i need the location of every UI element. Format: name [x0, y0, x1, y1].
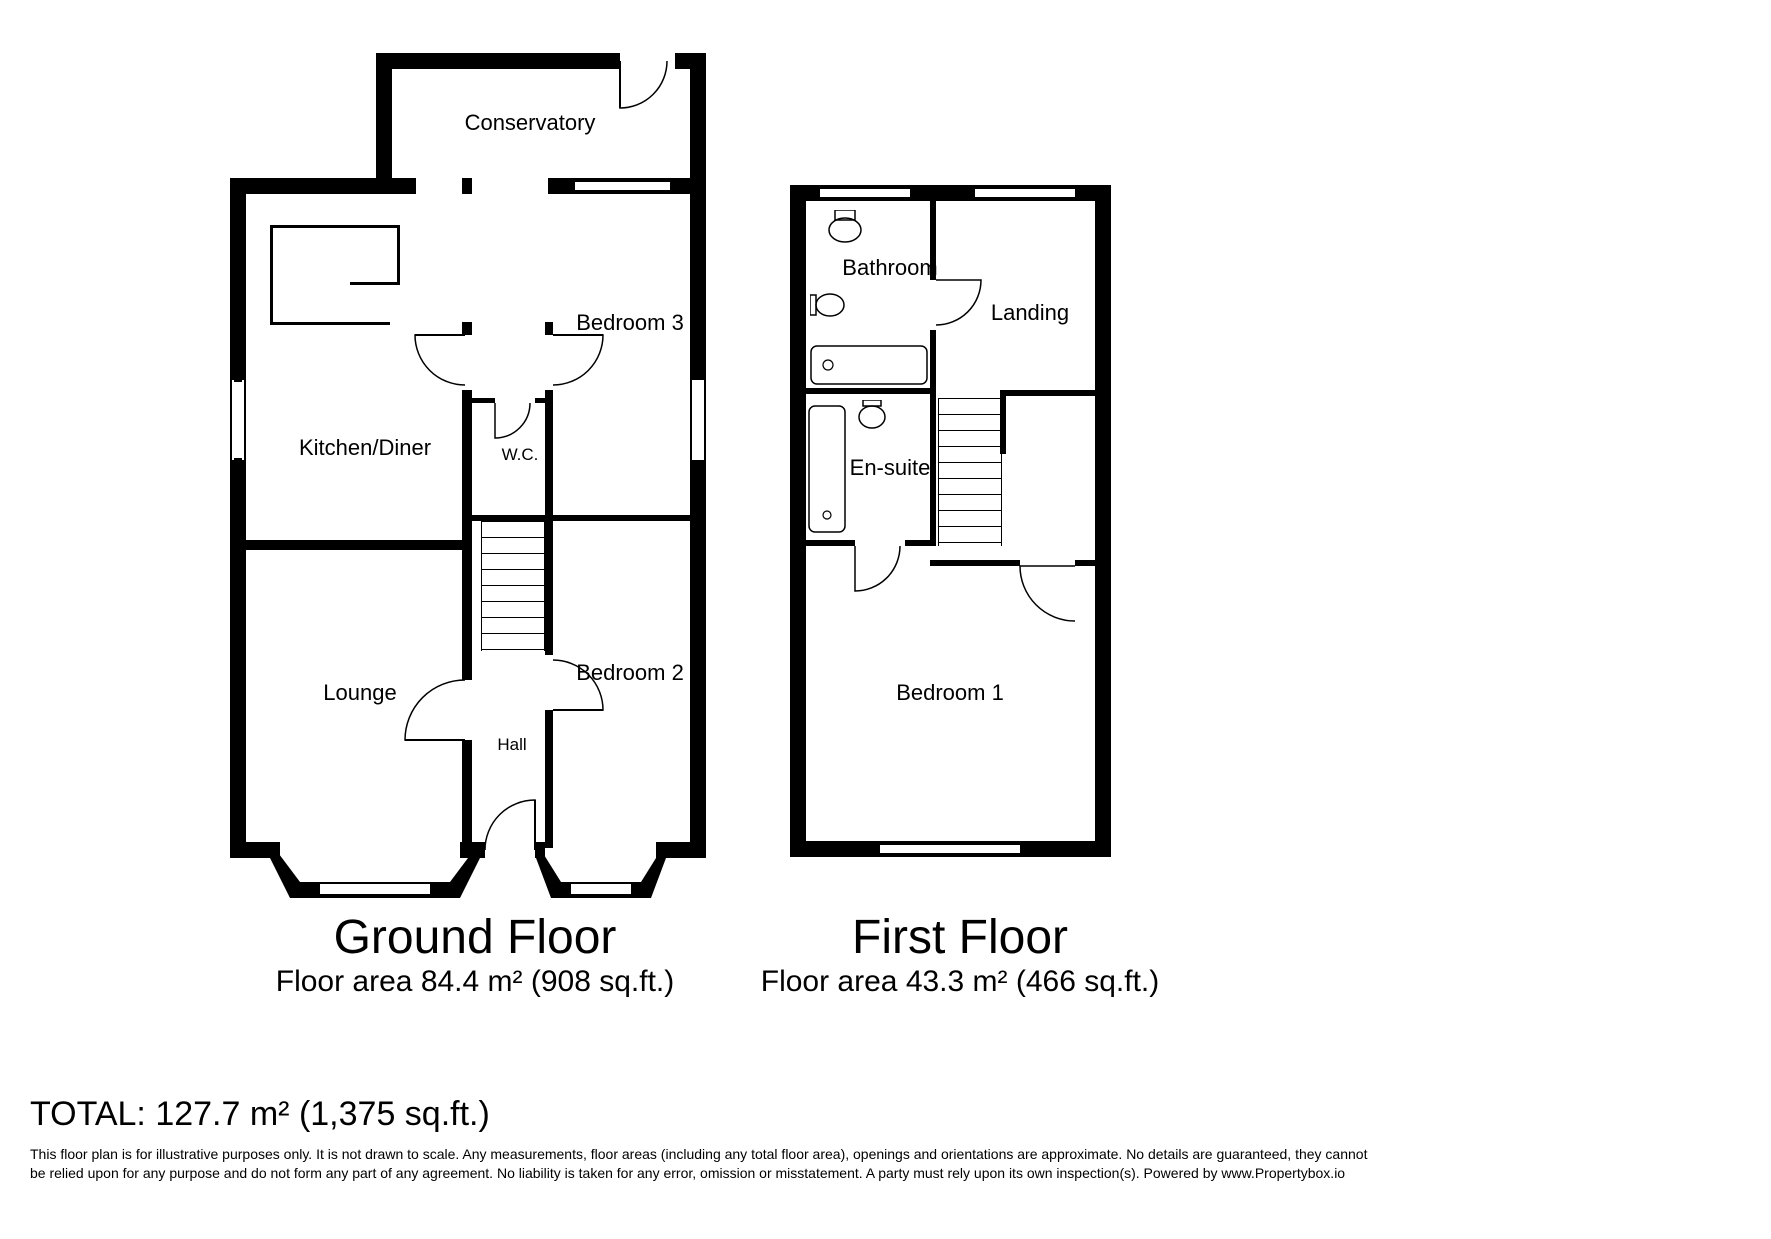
- wall: [462, 178, 472, 194]
- room-label: Bedroom 2: [560, 660, 700, 686]
- bay-lounge: [270, 842, 480, 902]
- wall: [230, 178, 392, 194]
- wall: [1095, 185, 1111, 857]
- room-label: Hall: [477, 735, 547, 755]
- counter: [270, 225, 400, 228]
- floor-title: Ground Floor: [300, 910, 650, 965]
- floor-title: First Floor: [830, 910, 1090, 965]
- room-label: Bedroom 1: [880, 680, 1020, 706]
- counter: [397, 225, 400, 285]
- wall: [230, 178, 246, 858]
- room-label: Conservatory: [430, 110, 630, 136]
- counter: [270, 225, 273, 325]
- bathtub-icon: [810, 345, 928, 385]
- counter: [270, 322, 390, 325]
- counter: [350, 282, 400, 285]
- stairs: [481, 521, 545, 651]
- wall: [690, 53, 706, 193]
- total-label: TOTAL: 127.7 m² (1,375 sq.ft.): [30, 1095, 490, 1134]
- room-label: Bedroom 3: [560, 310, 700, 336]
- door-arc: [1020, 566, 1075, 621]
- room-label: Kitchen/Diner: [280, 435, 450, 461]
- wall: [1000, 390, 1100, 396]
- room-label: Lounge: [290, 680, 430, 706]
- sink-icon: [810, 290, 845, 320]
- stairs: [938, 398, 1002, 546]
- room-label: W.C.: [490, 445, 550, 465]
- room-label: En-suite: [840, 455, 940, 481]
- wall: [376, 53, 392, 193]
- bay-bedroom2: [536, 842, 666, 902]
- wall: [790, 185, 806, 857]
- wall: [806, 388, 936, 394]
- wall: [376, 178, 416, 194]
- door-arc: [553, 335, 608, 390]
- door-arc: [410, 335, 472, 390]
- sink-icon: [855, 400, 890, 430]
- room-label: Landing: [970, 300, 1090, 326]
- door-arc: [855, 546, 905, 596]
- toilet-icon: [825, 210, 865, 245]
- room-label: Bathroom: [835, 255, 945, 281]
- floor-subtitle: Floor area 43.3 m² (466 sq.ft.): [750, 965, 1170, 999]
- door-arc: [485, 800, 535, 858]
- floor-subtitle: Floor area 84.4 m² (908 sq.ft.): [250, 965, 700, 999]
- wall: [246, 540, 472, 550]
- door-arc: [620, 53, 675, 108]
- disclaimer-text: This floor plan is for illustrative purp…: [30, 1145, 1380, 1183]
- wall: [545, 515, 695, 521]
- wall: [1000, 394, 1006, 454]
- door-arc: [495, 403, 535, 443]
- wall: [462, 322, 472, 848]
- floorplan-canvas: Conservatory Kitchen/Diner Bedroom 3 W.C…: [0, 0, 1771, 1239]
